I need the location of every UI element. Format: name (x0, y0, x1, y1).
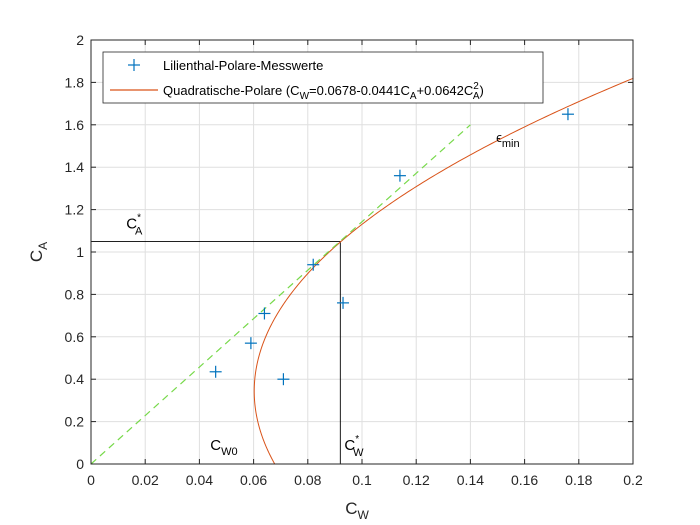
y-tick-label: 0.6 (65, 329, 85, 345)
y-tick-label: 0 (76, 456, 84, 472)
reference-lines (91, 240, 341, 464)
y-tick-label: 1.4 (65, 159, 85, 175)
tangent-line-layer (90, 124, 471, 465)
y-tick-labels: 0 0.2 0.4 0.6 0.8 1 1.2 1.4 1.6 1.8 2 (65, 32, 85, 472)
ticks (90, 39, 634, 465)
measurement-markers (209, 108, 574, 386)
x-tick-label: 0.18 (565, 472, 592, 488)
legend: Lilienthal-Polare-Messwerte Quadratische… (102, 51, 544, 104)
data-point-marker (561, 108, 574, 121)
quadratic-polar-curve (253, 77, 634, 465)
data-point-marker (277, 373, 290, 386)
x-tick-label: 0.12 (403, 472, 430, 488)
x-tick-label: 0.1 (352, 472, 372, 488)
data-point-marker (337, 296, 350, 309)
y-tick-label: 2 (76, 32, 84, 48)
y-tick-label: 0.4 (65, 371, 85, 387)
x-tick-label: 0.2 (623, 472, 643, 488)
x-tick-label: 0 (87, 472, 95, 488)
legend-line-label: Quadratische-Polare (CW=0.0678-0.0441CA+… (163, 81, 484, 102)
annotation-cw0: CW0 (210, 437, 237, 458)
x-axis-label: CW (345, 499, 369, 522)
y-tick-label: 0.8 (65, 286, 85, 302)
x-tick-label: 0.04 (186, 472, 213, 488)
quadratic-polar-layer (253, 77, 634, 465)
legend-box (102, 51, 544, 104)
x-tick-label: 0.06 (240, 472, 267, 488)
y-tick-label: 1.6 (65, 117, 85, 133)
annotation-cw-star: C* W (344, 434, 364, 459)
annotation-ca-star: C* A (126, 213, 143, 238)
y-tick-label: 0.2 (65, 414, 85, 430)
x-tick-label: 0.08 (294, 472, 321, 488)
y-axis-label: CA (27, 242, 50, 262)
legend-marker-sample (128, 59, 140, 71)
x-tick-label: 0.02 (132, 472, 159, 488)
data-point-marker (209, 365, 222, 378)
x-tick-label: 0.14 (457, 472, 484, 488)
annotations: C* A CW0 C* W ϵmin (126, 130, 519, 459)
x-tick-label: 0.16 (511, 472, 538, 488)
data-point-marker (258, 307, 271, 320)
tangent-dashed-line (90, 124, 471, 465)
x-tick-labels: 0 0.02 0.04 0.06 0.08 0.1 0.12 0.14 0.16 0.18 0.2 (87, 472, 643, 488)
data-point-marker (307, 258, 320, 271)
y-tick-label: 1 (76, 244, 84, 260)
y-tick-label: 1.8 (65, 74, 85, 90)
annotation-eps-min: ϵmin (496, 130, 519, 150)
y-tick-label: 1.2 (65, 202, 85, 218)
data-point-marker (244, 337, 257, 350)
data-point-marker (393, 169, 406, 182)
legend-marker-label: Lilienthal-Polare-Messwerte (163, 58, 323, 73)
